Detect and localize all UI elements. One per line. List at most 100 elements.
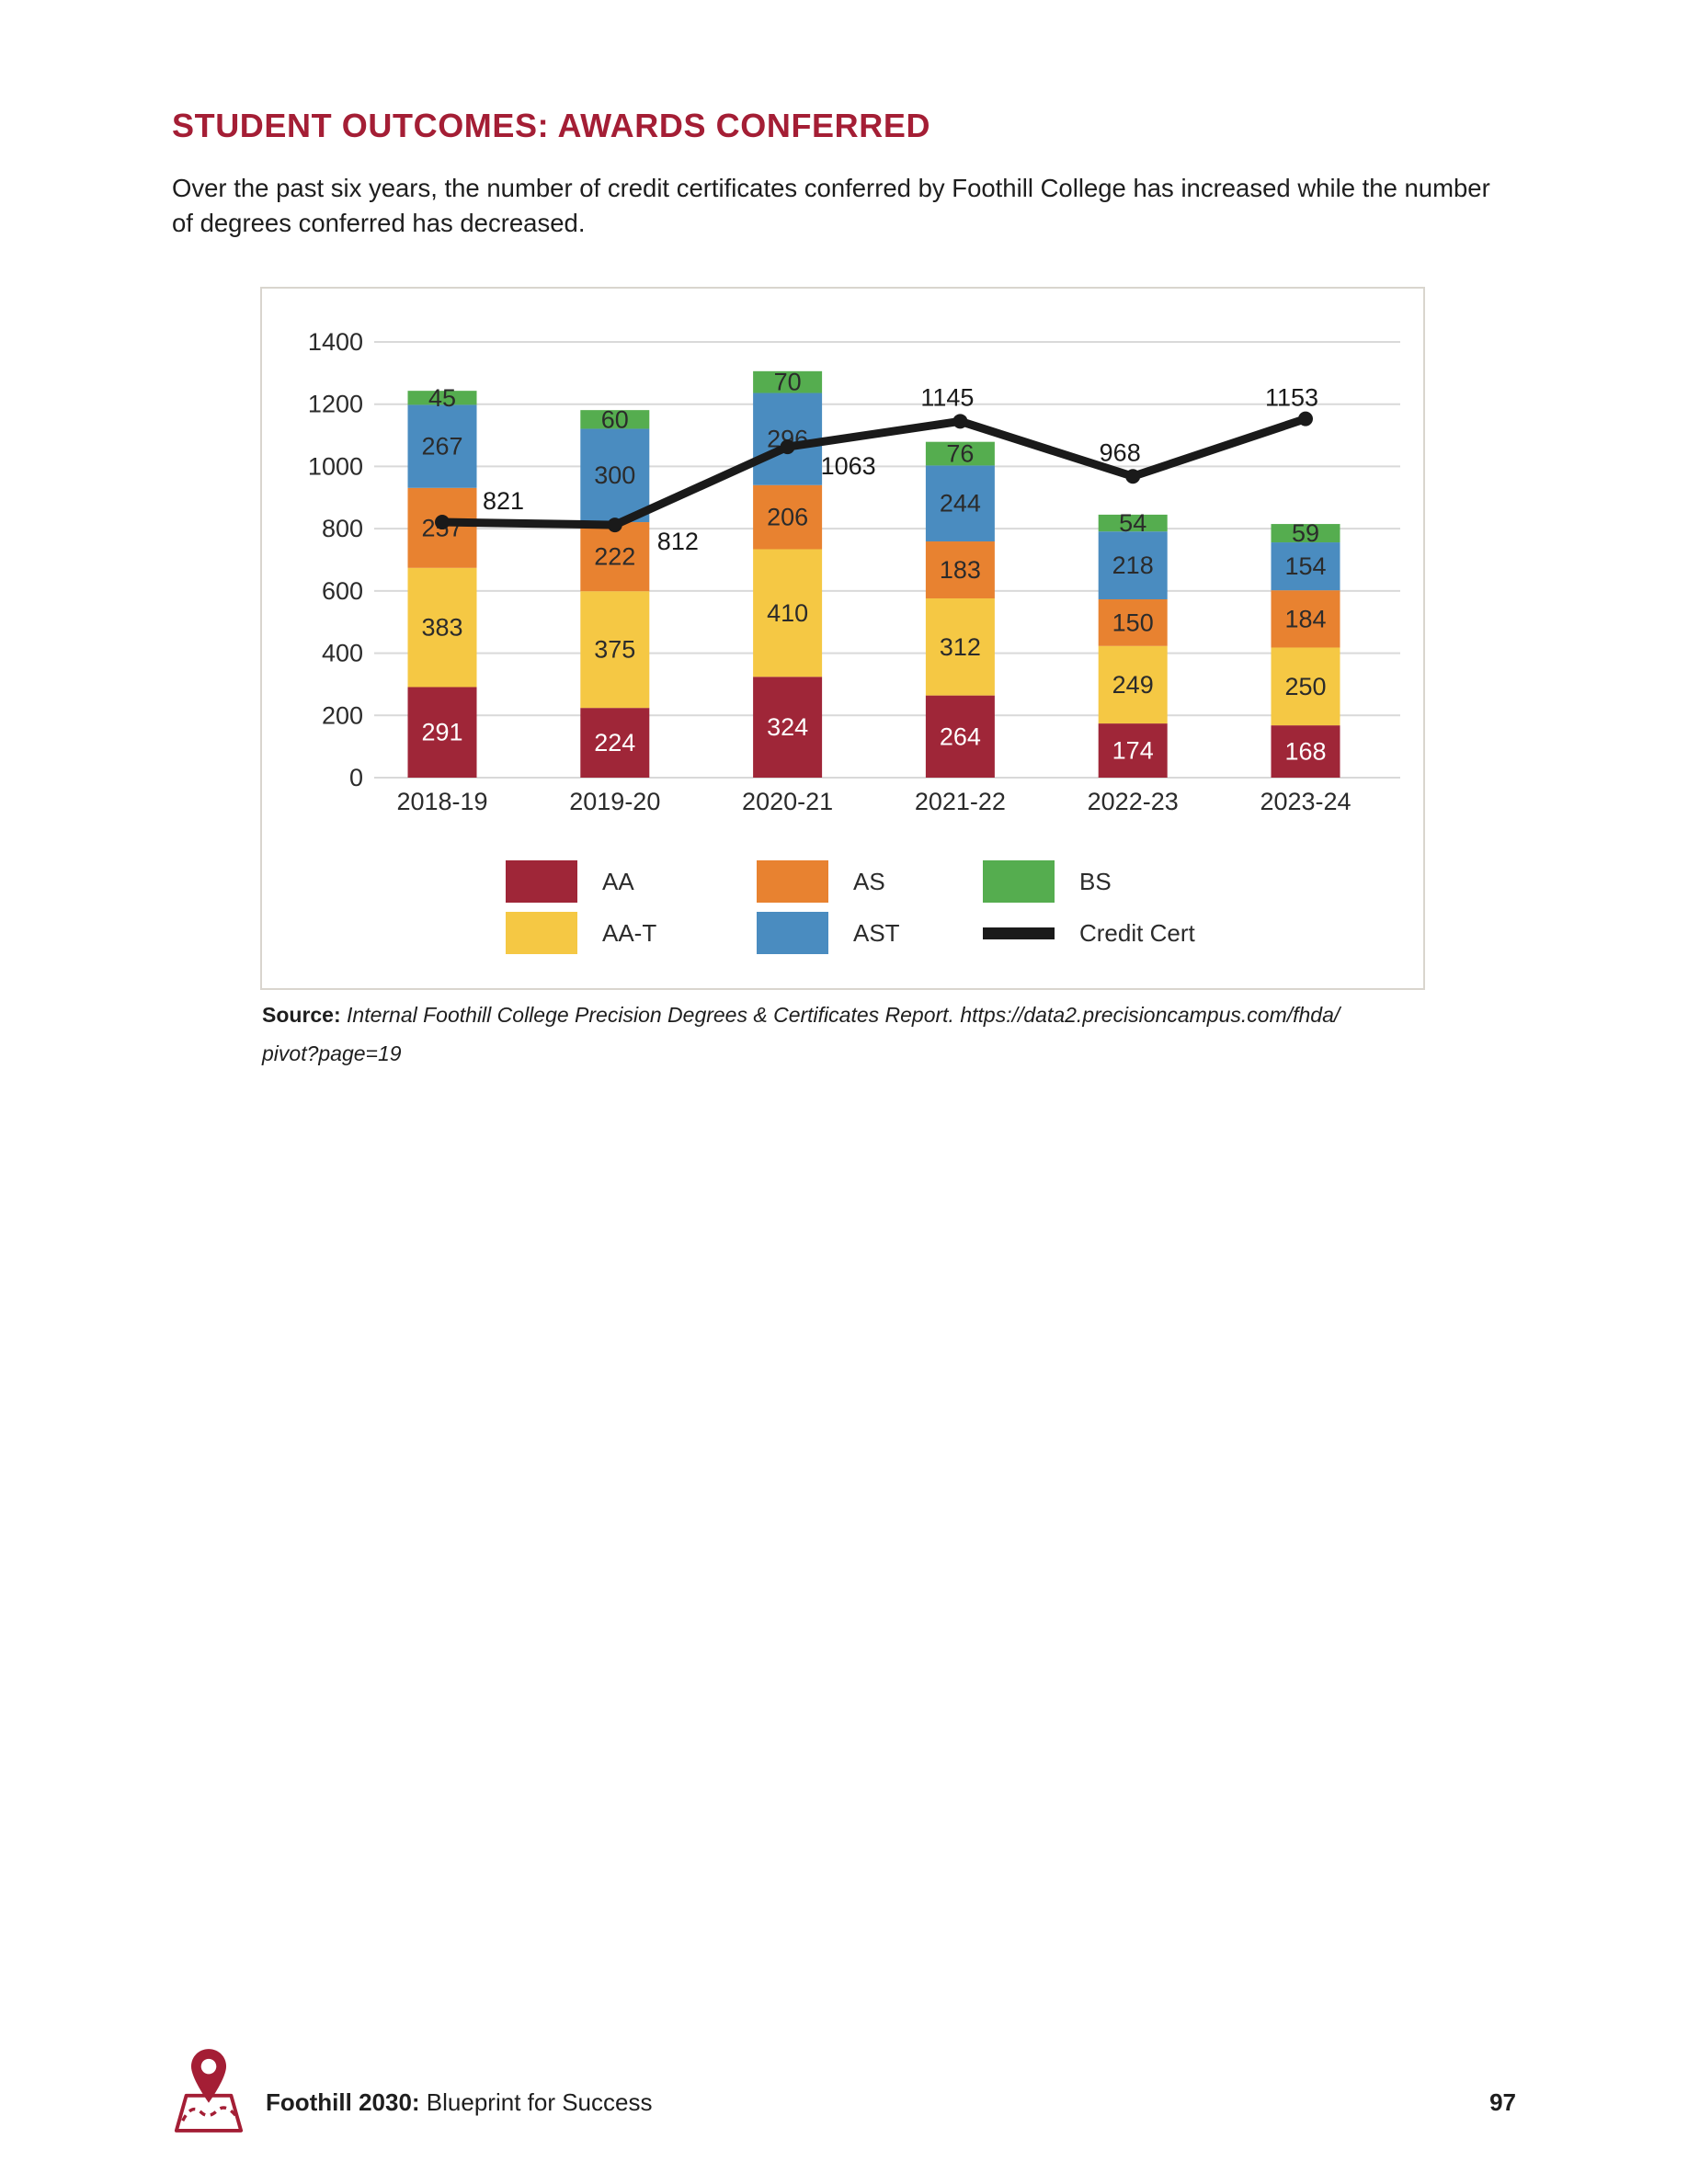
legend-swatch [506, 860, 577, 903]
bar-segment-AA-T [1098, 645, 1168, 724]
footer-brand-rest: Blueprint for Success [419, 2088, 653, 2116]
bar-segment-BS [407, 391, 477, 405]
bar-segment-label: 300 [594, 461, 635, 489]
bar-segment-AA-T [925, 597, 995, 696]
x-tick-label: 2020-21 [742, 788, 833, 815]
source-text-line2: pivot?page=19 [262, 1041, 402, 1065]
line-point-label: 1063 [821, 452, 876, 480]
legend-line-swatch [983, 927, 1055, 939]
footer-brand: Foothill 2030: Blueprint for Success [266, 2088, 652, 2117]
bar-segment-label: 249 [1112, 671, 1154, 699]
line-point-marker [780, 439, 795, 455]
bar-segment-AA [753, 677, 823, 778]
line-point-label: 1153 [1265, 384, 1318, 412]
legend-swatch [983, 860, 1055, 903]
line-point-marker [435, 515, 450, 530]
map-pin-icon [174, 2049, 244, 2133]
x-tick-label: 2022-23 [1088, 788, 1179, 815]
x-tick-label: 2021-22 [915, 788, 1006, 815]
y-tick-label: 1400 [308, 328, 363, 356]
legend-swatch [506, 912, 577, 954]
bar-segment-AA [580, 708, 650, 778]
bar-segment-BS [925, 441, 995, 466]
bar-segment-label: 60 [601, 405, 629, 433]
map-outline [174, 2093, 244, 2133]
footer-brand-bold: Foothill 2030: [266, 2088, 420, 2116]
bar-segment-label: 250 [1284, 673, 1326, 700]
bar-segment-AS [925, 541, 995, 598]
bar-segment-label: 218 [1112, 552, 1154, 579]
line-point-marker [952, 414, 968, 429]
bar-segment-label: 59 [1292, 519, 1319, 547]
bar-segment-label: 410 [767, 599, 808, 627]
x-tick-label: 2018-19 [396, 788, 487, 815]
line-point-marker [607, 518, 622, 533]
bar-segment-AA-T [1271, 647, 1340, 726]
bar-segment-label: 70 [774, 369, 802, 396]
bar-segment-label: 375 [594, 636, 635, 664]
bar-segment-label: 383 [421, 614, 462, 642]
bar-segment-label: 267 [421, 433, 462, 461]
bar-segment-AST [580, 428, 650, 523]
bar-segment-BS [1271, 524, 1340, 543]
bar-segment-label: 168 [1284, 738, 1326, 766]
legend-label: AA-T [602, 919, 656, 947]
x-tick-label: 2019-20 [569, 788, 660, 815]
bar-segment-label: 324 [767, 713, 808, 741]
bar-segment-label: 184 [1284, 605, 1326, 632]
bar-segment-label: 183 [940, 556, 981, 584]
line-point-label: 812 [657, 528, 699, 555]
bar-segment-label: 222 [594, 543, 635, 571]
y-tick-label: 600 [322, 577, 363, 605]
bar-segment-label: 45 [428, 384, 456, 412]
source-text-line1: Internal Foothill College Precision Degr… [347, 1003, 1340, 1027]
bar-segment-AA-T [580, 591, 650, 709]
legend-label: AS [853, 868, 885, 895]
legend-swatch [757, 860, 828, 903]
bar-segment-label: 291 [421, 719, 462, 746]
y-tick-label: 1200 [308, 391, 363, 418]
y-tick-label: 200 [322, 701, 363, 729]
bar-segment-AST [925, 465, 995, 542]
bar-segment-AST [753, 392, 823, 485]
bar-segment-AS [1098, 598, 1168, 646]
line-point-label: 821 [483, 487, 524, 515]
bar-segment-label: 206 [767, 504, 808, 531]
bar-segment-label: 264 [940, 722, 981, 750]
pin-hole [200, 2058, 217, 2075]
page-title: STUDENT OUTCOMES: AWARDS CONFERRED [172, 107, 931, 144]
awards-chart: 0200400600800100012001400291383257267452… [308, 328, 1400, 954]
bar-segment-AA [1098, 723, 1168, 778]
bar-segment-label: 150 [1112, 609, 1154, 636]
bar-segment-label: 312 [940, 633, 981, 661]
bar-segment-AS [753, 484, 823, 550]
bar-segment-AA [1271, 725, 1340, 778]
legend-label: AST [853, 919, 900, 947]
line-point-label: 1145 [920, 383, 974, 411]
line-point-label: 968 [1100, 438, 1141, 466]
bar-segment-AST [1271, 542, 1340, 591]
chart-figure: 0200400600800100012001400291383257267452… [260, 287, 1425, 990]
bar-segment-label: 154 [1284, 552, 1326, 580]
y-tick-label: 400 [322, 640, 363, 667]
legend-label: AA [602, 868, 634, 895]
legend-swatch [757, 912, 828, 954]
credit-cert-line [438, 415, 1310, 529]
bar-segment-label: 174 [1112, 737, 1154, 765]
bar-segment-BS [753, 370, 823, 393]
bar-segment-AA-T [407, 567, 477, 688]
y-tick-label: 800 [322, 515, 363, 542]
pin-shape [190, 2049, 227, 2103]
bar-segment-BS [580, 410, 650, 429]
source-note: Source: Internal Foothill College Precis… [262, 996, 1365, 1074]
bar-segment-label: 54 [1119, 509, 1146, 537]
y-tick-label: 1000 [308, 452, 363, 480]
bar-segment-AST [407, 404, 477, 488]
x-tick-label: 2023-24 [1260, 788, 1351, 815]
map-route-path [181, 2106, 237, 2121]
bar-segment-AS [580, 522, 650, 592]
line-point-marker [1298, 411, 1313, 427]
bar-segment-label: 76 [946, 440, 974, 468]
bar-segment-AA [407, 687, 477, 778]
bar-segment-AA-T [753, 549, 823, 677]
